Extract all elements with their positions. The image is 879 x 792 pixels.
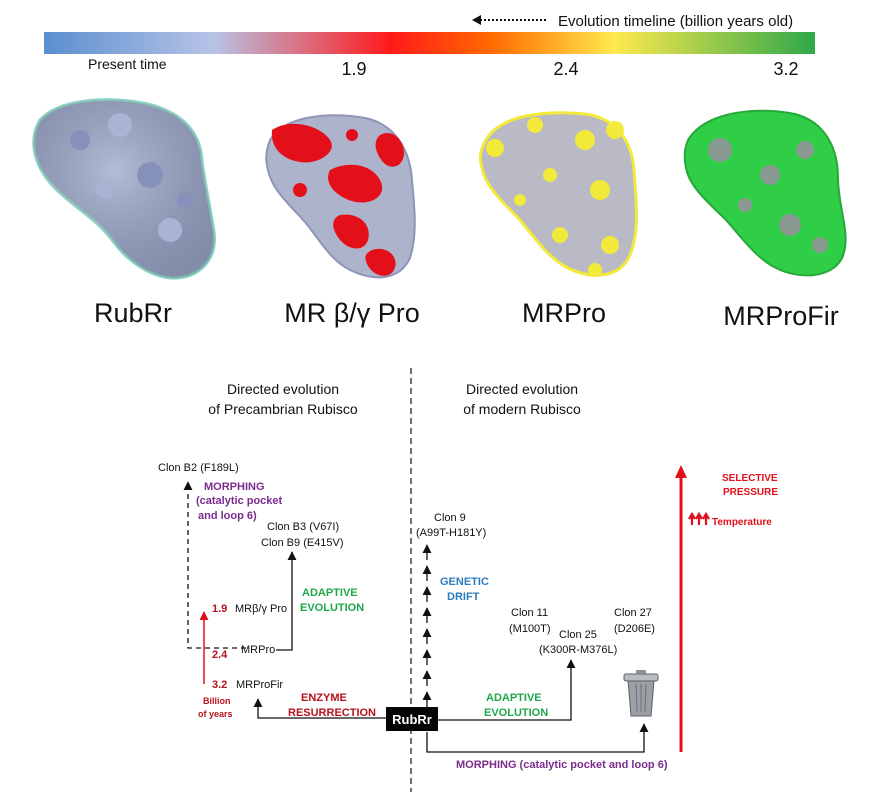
morphing-left-line-2: (catalytic pocket — [196, 495, 283, 507]
adaptive-right-arrow — [438, 659, 576, 721]
clon-9-line-1: Clon 9 — [434, 512, 466, 524]
clon-25-line-2: (K300R-M376L) — [539, 644, 617, 656]
left-heading-line-2: of Precambrian Rubisco — [208, 401, 358, 417]
selective-pressure-line-2: PRESSURE — [723, 487, 778, 498]
mrpro-node: MRPro — [241, 644, 275, 656]
clon-11-line-1: Clon 11 — [511, 607, 548, 619]
morphing-bottom-label: MORPHING (catalytic pocket and loop 6) — [456, 759, 668, 771]
temperature-up-arrows-icon — [688, 511, 710, 525]
morphing-dashed-arrow — [183, 481, 246, 649]
timeline-tick-1-9: 1.9 — [341, 59, 366, 79]
mrprofir-node: MRProFir — [236, 679, 283, 691]
age-2-4-label: 2.4 — [212, 649, 228, 661]
genetic-drift-line-2: DRIFT — [447, 591, 480, 603]
timeline-caption: Evolution timeline (billion years old) — [558, 13, 793, 30]
adaptive-left-line-1: ADAPTIVE — [302, 587, 358, 599]
clon-b2-label: Clon B2 (F189L) — [158, 462, 239, 474]
protein-rubrr-image — [32, 98, 217, 280]
billion-years-line-2: of years — [198, 709, 233, 719]
clon-25-line-1: Clon 25 — [559, 629, 597, 641]
age-3-2-label: 3.2 — [212, 679, 227, 691]
enzyme-resurrection-line-1: ENZYME — [301, 692, 347, 704]
protein-mrprofir-image — [683, 109, 847, 277]
age-1-9-label: 1.9 — [212, 603, 227, 615]
right-heading-line-2: of modern Rubisco — [463, 401, 581, 417]
morphing-bottom-arrow — [426, 723, 649, 753]
timeline-caption-arrow: Evolution timeline (billion years old) — [472, 13, 793, 30]
billion-years-line-1: Billion — [203, 696, 231, 706]
genetic-drift-line-1: GENETIC — [440, 576, 489, 588]
enzyme-resurrection-line-2: RESURRECTION — [288, 707, 376, 719]
morphing-left-line-1: MORPHING — [204, 481, 265, 493]
right-heading-line-1: Directed evolution — [466, 381, 578, 397]
protein-structures — [32, 98, 847, 280]
left-heading-line-1: Directed evolution — [227, 381, 339, 397]
clon-11-line-2: (M100T) — [509, 623, 551, 635]
adaptive-left-line-2: EVOLUTION — [300, 602, 364, 614]
rubrr-origin-box: RubRr — [386, 707, 438, 731]
adaptive-evolution-arrow — [276, 551, 297, 651]
protein-labels: RubRr MR β/γ Pro MRPro MRProFir — [94, 298, 839, 331]
morphing-left-line-3: and loop 6) — [198, 510, 257, 522]
selective-pressure-line-1: SELECTIVE — [722, 473, 778, 484]
protein-mr-bg-pro-image — [265, 114, 416, 279]
adaptive-right-line-1: ADAPTIVE — [486, 692, 542, 704]
evolution-diagram: Directed evolution of Precambrian Rubisc… — [158, 368, 778, 792]
clon-27-line-2: (D206E) — [614, 623, 655, 635]
protein-label-rubrr: RubRr — [94, 298, 172, 328]
protein-label-mr-bg-pro: MR β/γ Pro — [284, 298, 420, 328]
protein-label-mrpro: MRPro — [522, 298, 606, 328]
rubrr-box-label: RubRr — [392, 712, 432, 727]
clon-b3-label: Clon B3 (V67I) — [267, 521, 339, 533]
adaptive-right-line-2: EVOLUTION — [484, 707, 548, 719]
mr-bg-pro-node: MRβ/γ Pro — [235, 603, 287, 615]
protein-label-mrprofir: MRProFir — [723, 301, 839, 331]
resurrection-arrow — [253, 698, 386, 719]
timeline-tick-3-2: 3.2 — [773, 59, 798, 79]
timeline-gradient-bar — [44, 32, 815, 54]
temperature-label: Temperature — [712, 517, 772, 528]
clon-9-line-2: (A99T-H181Y) — [416, 527, 486, 539]
timeline: Evolution timeline (billion years old) P… — [44, 13, 815, 79]
timeline-tick-2-4: 2.4 — [553, 59, 578, 79]
arrow-left-icon — [472, 15, 481, 25]
present-time-label: Present time — [88, 56, 167, 72]
protein-mrpro-image — [478, 111, 638, 277]
selective-pressure-arrow-head — [675, 465, 687, 478]
clon-27-line-1: Clon 27 — [614, 607, 652, 619]
trash-can-icon — [623, 670, 659, 717]
clon-b9-label: Clon B9 (E415V) — [261, 537, 344, 549]
